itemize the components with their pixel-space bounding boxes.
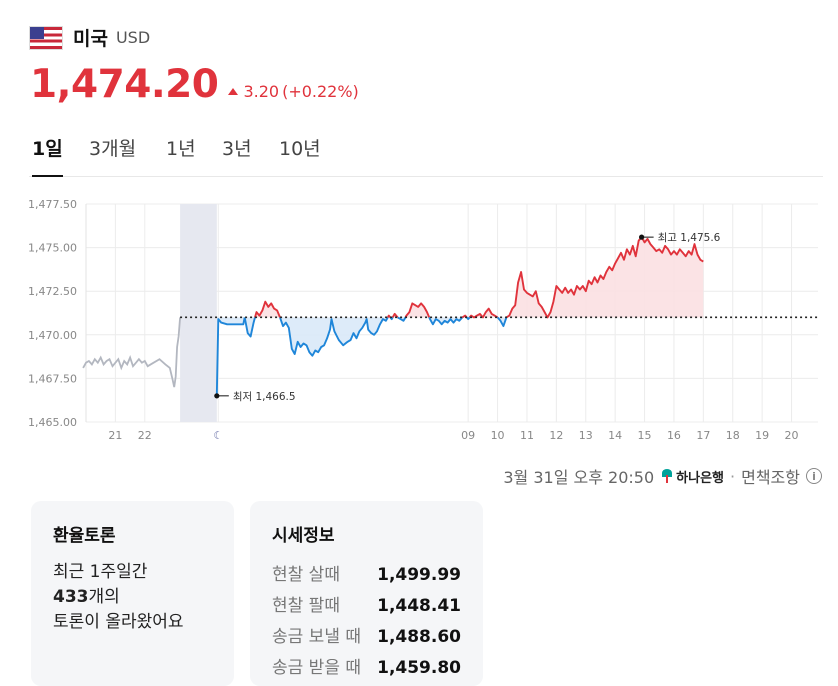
line-down [496,316,508,328]
quote-value: 1,448.41 [377,596,461,616]
change-amount: 3.20 [243,82,280,101]
quote-row-wire-send: 송금 보낼 때 1,488.60 [272,622,461,653]
low-marker-label: 최저 1,466.5 [233,391,296,403]
high-marker-label: 최고 1,475.6 [658,232,721,244]
quote-row-wire-receive: 송금 받을 때 1,459.80 [272,653,461,684]
tab-1d[interactable]: 1일 [32,134,63,177]
timestamp: 3월 31일 오후 20:50 [503,468,655,487]
x-tick-label: 12 [549,429,563,442]
disclaimer-link[interactable]: 면책조항 [741,468,800,487]
quote-value: 1,499.99 [377,565,461,585]
series-lines [82,236,704,396]
x-tick-label: 10 [491,429,505,442]
quote-label: 송금 보낼 때 [272,627,362,647]
exchange-rate-chart[interactable]: 1,465.00 1,467.50 1,470.00 1,472.50 1,475.00… [0,190,838,450]
quote-label: 현찰 살때 [272,565,340,585]
us-flag-icon [29,25,63,50]
discussion-line-2: 433개의 [53,585,212,610]
y-tick-label: 1,465.00 [28,416,77,429]
gap-band [180,204,217,422]
price-row: 1,474.20 3.20 (+0.22%) [30,62,359,107]
line-down [428,316,464,326]
y-tick-label: 1,470.00 [28,329,77,342]
x-tick-label: 16 [667,429,681,442]
quote-value: 1,459.80 [377,658,461,678]
tab-3y[interactable]: 3년 [222,138,252,160]
quote-row-cash-sell: 현찰 팔때 1,448.41 [272,591,461,622]
change-percent: (+0.22%) [282,82,359,101]
tab-1y[interactable]: 1년 [166,138,196,160]
bank-name: 하나은행 [676,470,725,486]
moon-icon: ☾ [213,429,223,442]
rate-change: 3.20 (+0.22%) [228,82,359,101]
x-tick-label: 13 [579,429,593,442]
x-tick-label: 19 [755,429,769,442]
discussion-card[interactable]: 환율토론 최근 1주일간 433개의 토론이 올라왔어요 [31,501,234,686]
line-down [465,316,471,321]
x-tick-label: 15 [638,429,652,442]
line-down [243,317,256,338]
separator: · [730,466,736,486]
discussion-count: 433 [53,587,89,607]
line-up [468,307,499,319]
line-up [386,314,392,319]
quote-title: 시세정보 [272,526,335,546]
x-tick-label: 22 [138,429,152,442]
annotations: 최저 1,466.5 최고 1,475.6 [214,232,721,403]
x-tick-label: 09 [461,429,475,442]
line-down [397,316,407,322]
x-tick-label: 21 [108,429,122,442]
x-tick-label: 14 [608,429,622,442]
hana-logo-icon [660,469,674,483]
current-rate: 1,474.20 [30,62,219,107]
info-icon[interactable]: i [806,468,822,484]
area-fills [216,237,704,396]
quote-label: 현찰 팔때 [272,596,340,616]
x-tick-label: 11 [520,429,534,442]
y-tick-label: 1,475.00 [28,242,77,255]
x-tick-label: 20 [785,429,799,442]
up-triangle-icon [228,88,239,95]
y-tick-label: 1,472.50 [28,285,77,298]
bank-logo: 하나은행 [660,467,724,486]
tab-10y[interactable]: 10년 [279,138,321,160]
line-up [404,302,431,318]
quote-row-cash-buy: 현찰 살때 1,499.99 [272,560,461,591]
timestamp-row: 3월 31일 오후 20:50 하나은행 · 면책조항 i [503,464,822,488]
line-up [391,312,399,319]
area-fill-down [244,317,255,337]
currency-header: 미국 USD [29,24,150,51]
y-tick-label: 1,467.50 [28,372,77,385]
tab-3m[interactable]: 3개월 [89,138,137,160]
x-tick-label: 18 [726,429,740,442]
discussion-count-suffix: 개의 [88,587,120,607]
x-tick-label: 17 [696,429,710,442]
overnight-gap-band [180,204,217,422]
line-down [279,316,389,357]
quote-label: 송금 받을 때 [272,658,362,678]
discussion-title: 환율토론 [53,526,116,546]
line-up [505,236,704,319]
country-name: 미국 [73,28,108,50]
quote-card: 시세정보 현찰 살때 1,499.99 현찰 팔때 1,448.41 송금 보낼… [250,501,483,686]
quote-value: 1,488.60 [377,627,461,647]
discussion-line-1: 최근 1주일간 [53,562,148,582]
period-tabs: 1일 3개월 1년 3년 10년 [29,132,823,177]
y-tick-label: 1,477.50 [28,198,77,211]
area-fill-up [469,308,498,318]
area-fill-down [216,317,245,396]
axis-labels: 1,465.00 1,467.50 1,470.00 1,472.50 1,475.00… [28,198,799,442]
line-up [254,300,281,318]
pre-market-line [82,317,181,388]
currency-code: USD [115,28,151,47]
line-down [215,317,246,396]
discussion-line-3: 토론이 올라왔어요 [53,612,184,632]
